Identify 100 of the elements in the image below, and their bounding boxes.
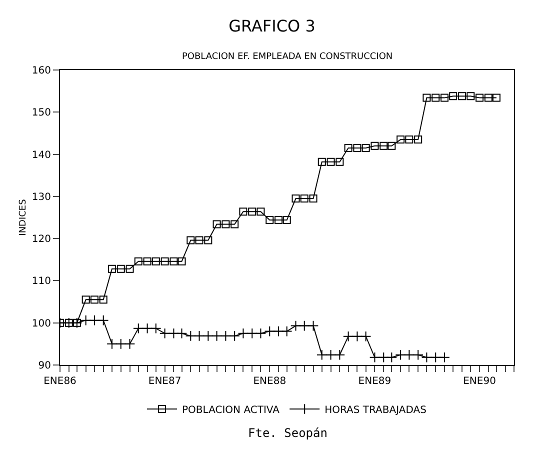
point [124, 338, 136, 350]
point [82, 296, 90, 304]
point [143, 257, 152, 266]
point [422, 94, 431, 102]
point [360, 330, 372, 342]
chart-title: GRAFICO 3 [228, 16, 316, 36]
point [386, 352, 398, 363]
text: Fte. Seopán [248, 426, 328, 440]
point [194, 330, 205, 342]
point [412, 349, 424, 360]
point [126, 264, 134, 273]
point [370, 142, 379, 150]
point [378, 352, 390, 363]
point [195, 236, 204, 244]
point [152, 257, 160, 266]
x-tick-label: ENE87 [148, 376, 182, 387]
y-tick-label: 140 [32, 150, 51, 161]
point [396, 136, 405, 144]
point [80, 314, 92, 326]
chart-subtitle: POBLACION EF. EMPLEADA EN CONSTRUCCION [182, 52, 393, 62]
point [308, 320, 319, 332]
point [449, 92, 458, 100]
point [204, 236, 212, 244]
point [274, 216, 283, 224]
point [134, 257, 142, 266]
point [336, 158, 344, 166]
point [281, 326, 292, 337]
point [256, 208, 265, 216]
point [116, 264, 125, 273]
point [176, 328, 188, 339]
point [266, 216, 274, 224]
point [99, 296, 108, 304]
y-tick-label: 120 [32, 234, 51, 246]
x-tick-label: ENE89 [358, 376, 392, 387]
point [142, 322, 153, 334]
point [342, 330, 354, 342]
legend-label: POBLACION ACTIVA [182, 404, 280, 416]
point [380, 142, 388, 150]
point [150, 322, 162, 334]
point [282, 216, 291, 224]
point [106, 338, 118, 350]
y-tick-label: 90 [38, 360, 51, 372]
point [300, 194, 308, 203]
point [255, 328, 266, 339]
point [316, 349, 328, 360]
point [414, 136, 422, 144]
y-tick-label: 160 [32, 66, 51, 76]
point [168, 328, 180, 339]
point [222, 220, 230, 228]
point [309, 194, 318, 203]
point [238, 328, 249, 339]
point [230, 220, 239, 228]
x-tick-label: ENE88 [253, 376, 286, 387]
point [439, 352, 450, 363]
point [353, 144, 362, 152]
point [318, 158, 326, 166]
y-tick-label: 150 [32, 108, 51, 119]
point [298, 320, 310, 332]
point [160, 257, 169, 266]
point [170, 257, 178, 266]
point [248, 208, 256, 216]
x-tick-label: ENE90 [463, 376, 496, 387]
point [466, 92, 475, 100]
point [344, 144, 352, 152]
point [352, 330, 363, 342]
point [432, 94, 440, 102]
point [185, 330, 196, 342]
point [388, 142, 396, 150]
x-tick-label: ENE86 [44, 376, 76, 387]
point [440, 94, 449, 102]
point [89, 314, 100, 326]
point [484, 94, 492, 102]
point [178, 257, 186, 266]
point [458, 92, 466, 100]
point [395, 349, 406, 360]
point [292, 194, 300, 203]
point [404, 349, 415, 360]
point [362, 144, 370, 152]
point [98, 314, 109, 326]
point [132, 322, 144, 334]
point [369, 352, 380, 363]
point [273, 326, 284, 337]
point [115, 338, 126, 350]
point [220, 330, 232, 342]
point [325, 349, 336, 360]
point [246, 328, 258, 339]
legend-label: HORAS TRABAJADAS [324, 404, 426, 416]
y-axis-title: INDICES [18, 198, 28, 236]
point [405, 136, 414, 144]
point [239, 208, 248, 216]
point [229, 330, 240, 342]
y-tick-label: 130 [32, 192, 51, 203]
point [159, 328, 170, 339]
point [421, 352, 432, 363]
point [211, 330, 222, 342]
point [202, 330, 214, 342]
y-tick-label: 110 [32, 276, 51, 288]
point [186, 236, 195, 244]
point [108, 264, 116, 273]
point [212, 220, 221, 228]
